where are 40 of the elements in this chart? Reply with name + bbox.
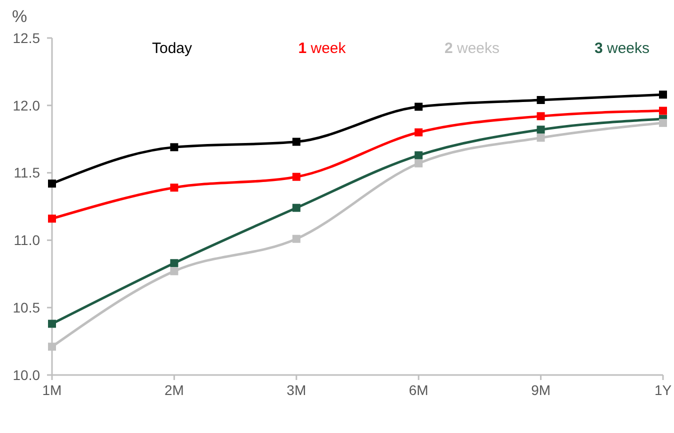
point: [536, 134, 545, 142]
y-axis-title: %: [12, 7, 28, 26]
point: [170, 184, 178, 192]
point: [170, 267, 178, 276]
x-tick-label: 2M: [164, 382, 184, 398]
y-tick-label: 12.5: [12, 30, 40, 46]
point: [170, 259, 178, 268]
point: [414, 102, 423, 111]
y-tick-label: 11.0: [14, 232, 40, 248]
point: [536, 112, 545, 120]
point: [48, 320, 56, 328]
point: [659, 118, 667, 127]
x-tick-label: 9M: [531, 382, 551, 398]
y-tick-label: 10.0: [12, 366, 40, 383]
point: [536, 126, 545, 134]
point: [659, 90, 667, 99]
x-tick-label: 6M: [408, 382, 428, 398]
point: [292, 204, 300, 212]
point: [292, 234, 300, 243]
point: [414, 151, 423, 160]
point: [414, 159, 423, 168]
text: 1 week: [298, 40, 346, 57]
point: [292, 138, 300, 146]
y-tick-label: 10.5: [12, 300, 40, 316]
point: [536, 96, 545, 104]
point: [659, 106, 667, 115]
point: [48, 214, 56, 223]
x-tick-label: 1M: [42, 382, 62, 398]
point: [48, 180, 56, 188]
point: [292, 172, 300, 181]
point: [170, 143, 178, 152]
y-tick-label: 12.0: [12, 97, 40, 114]
text: 3 weeks: [594, 40, 650, 57]
text: Today: [152, 40, 193, 57]
point: [414, 128, 423, 136]
x-tick-label: 3M: [286, 382, 306, 398]
y-tick-label: 11.5: [14, 164, 40, 181]
point: [48, 342, 56, 351]
text: 2 weeks: [444, 40, 500, 57]
x-tick-label: 1Y: [654, 382, 672, 398]
